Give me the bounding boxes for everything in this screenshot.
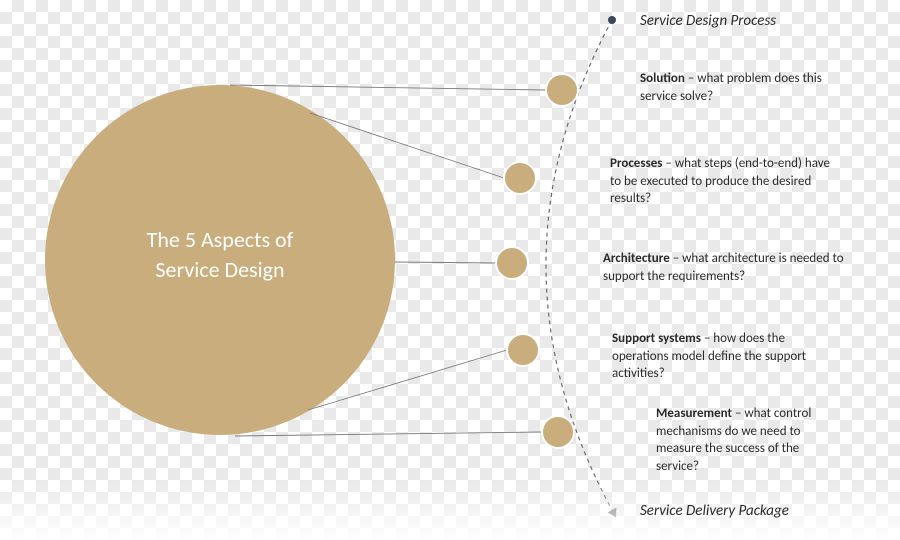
label-solution-bold: Solution (640, 71, 685, 86)
node-support (507, 334, 539, 366)
label-architecture: Architecture – what architecture is need… (603, 250, 848, 285)
endpoint-top-label: Service Design Process (640, 12, 776, 30)
node-processes (504, 162, 536, 194)
label-support-bold: Support systems (612, 331, 701, 346)
main-title-line1: The 5 Aspects of (147, 226, 294, 253)
label-measurement-bold: Measurement (656, 406, 732, 421)
connector-architecture (395, 262, 496, 263)
node-measurement (542, 416, 574, 448)
node-solution (546, 74, 578, 106)
label-support: Support systems – how does the operation… (612, 330, 837, 383)
endpoint-bottom-label: Service Delivery Package (640, 502, 789, 520)
main-title-line2: Service Design (155, 256, 284, 283)
main-circle-title: The 5 Aspects of Service Design (80, 225, 360, 284)
label-processes: Processes – what steps (end-to-end) have… (610, 155, 835, 208)
label-measurement: Measurement – what control mechanisms do… (656, 405, 841, 475)
label-architecture-bold: Architecture (603, 251, 670, 266)
arc-arrowhead (608, 508, 617, 518)
arc-start-dot (608, 16, 616, 24)
nodes-group (496, 74, 578, 448)
connector-solution (230, 85, 546, 90)
node-architecture (496, 247, 528, 279)
label-solution: Solution – what problem does this servic… (640, 70, 840, 105)
connector-measurement (235, 432, 542, 436)
label-processes-bold: Processes (610, 156, 662, 171)
